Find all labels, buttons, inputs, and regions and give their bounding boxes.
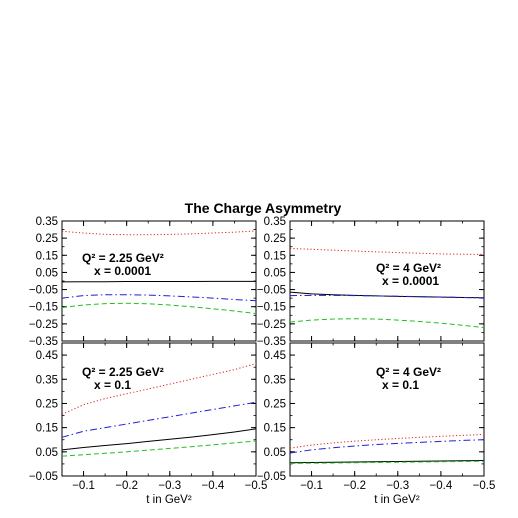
y-tick-label: −0.35 bbox=[29, 336, 58, 348]
x-tick-label: −0.1 bbox=[72, 480, 95, 492]
x-axis-title: t in GeV² bbox=[374, 494, 420, 506]
panel-annotation-x: x = 0.1 bbox=[382, 378, 419, 392]
y-tick-label: 0.15 bbox=[36, 250, 58, 262]
y-tick-label: −0.15 bbox=[29, 302, 58, 314]
series-line-dashed bbox=[289, 460, 485, 464]
y-tick-label: 0.35 bbox=[36, 216, 58, 228]
x-tick-label: −0.1 bbox=[300, 480, 323, 492]
panel-annotation-x: x = 0.0001 bbox=[94, 264, 151, 278]
figure-title: The Charge Asymmetry bbox=[185, 200, 342, 216]
y-tick-label: 0.05 bbox=[36, 267, 58, 279]
y-tick-label: 0.05 bbox=[264, 447, 286, 459]
panel-annotation-q2: Q² = 4 GeV² bbox=[376, 261, 441, 275]
series-line-dotted bbox=[289, 433, 485, 449]
panel-annotation-q2: Q² = 2.25 GeV² bbox=[82, 251, 164, 265]
y-tick-label: 0.05 bbox=[36, 447, 58, 459]
y-tick-label: −0.15 bbox=[257, 302, 286, 314]
y-tick-label: 0.15 bbox=[264, 423, 286, 435]
y-tick-label: 0.25 bbox=[36, 398, 58, 410]
series-line-dotted bbox=[61, 363, 257, 415]
y-tick-label: −0.25 bbox=[29, 319, 58, 331]
series-line-dashdot bbox=[289, 439, 485, 454]
y-tick-label: −0.05 bbox=[29, 285, 58, 297]
panel-4: −0.05 0.05 0.15 0.25 0.35 0.45 −0.1 −0.2 −0.3 −0.… bbox=[257, 342, 496, 506]
y-tick-label: −0.05 bbox=[257, 285, 286, 297]
panel-annotation-q2: Q² = 2.25 GeV² bbox=[82, 365, 164, 379]
series-line-dashed bbox=[289, 318, 485, 329]
y-tick-label: 0.35 bbox=[264, 216, 286, 228]
panel-frame bbox=[289, 342, 485, 477]
x-axis-title: t in GeV² bbox=[146, 494, 192, 506]
panel-annotation-x: x = 0.1 bbox=[94, 378, 131, 392]
x-tick-label: −0.3 bbox=[158, 480, 181, 492]
series-line-dashed bbox=[61, 440, 257, 457]
y-tick-label: −0.05 bbox=[257, 471, 286, 483]
x-tick-label: −0.5 bbox=[473, 480, 496, 492]
panel-3: −0.05 0.05 0.15 0.25 0.35 0.45 −0.1 −0.2 −0.3 −0.… bbox=[29, 342, 268, 506]
series-line-dotted bbox=[289, 247, 485, 255]
panel-2: −0.35 −0.25 −0.15 −0.05 0.05 0.15 0.25 0.35 Q² =… bbox=[257, 216, 485, 348]
y-tick-label: −0.25 bbox=[257, 319, 286, 331]
y-tick-label: −0.05 bbox=[29, 471, 58, 483]
x-tick-label: −0.5 bbox=[245, 480, 268, 492]
series-line-solid bbox=[61, 428, 257, 451]
y-tick-label: 0.25 bbox=[264, 398, 286, 410]
panel-annotation-x: x = 0.0001 bbox=[382, 274, 439, 288]
x-tick-label: −0.3 bbox=[386, 480, 409, 492]
series-line-dashdot bbox=[289, 294, 485, 299]
y-tick-label: 0.45 bbox=[264, 350, 286, 362]
series-line-dashdot bbox=[61, 401, 257, 438]
y-tick-label: 0.15 bbox=[264, 250, 286, 262]
y-tick-label: 0.45 bbox=[36, 350, 58, 362]
x-tick-label: −0.4 bbox=[430, 480, 453, 492]
y-tick-label: 0.35 bbox=[264, 374, 286, 386]
panel-annotation-q2: Q² = 4 GeV² bbox=[376, 365, 441, 379]
series-line-solid bbox=[289, 460, 485, 464]
y-tick-label: 0.15 bbox=[36, 423, 58, 435]
series-line-dashdot bbox=[61, 294, 257, 302]
y-tick-label: 0.25 bbox=[36, 233, 58, 245]
y-tick-label: 0.25 bbox=[264, 233, 286, 245]
panel-frame bbox=[61, 342, 257, 477]
series-line-solid bbox=[61, 280, 256, 283]
y-tick-label: 0.35 bbox=[36, 374, 58, 386]
y-tick-label: 0.05 bbox=[264, 267, 286, 279]
y-tick-label: −0.35 bbox=[257, 336, 286, 348]
panel-1: −0.35 −0.25 −0.15 −0.05 0.05 0.15 0.25 0.35 Q² =… bbox=[29, 216, 257, 348]
series-line-dotted bbox=[61, 230, 257, 236]
series-line-dashed bbox=[61, 302, 257, 315]
x-tick-label: −0.4 bbox=[202, 480, 225, 492]
x-tick-label: −0.2 bbox=[343, 480, 366, 492]
x-tick-label: −0.2 bbox=[115, 480, 138, 492]
